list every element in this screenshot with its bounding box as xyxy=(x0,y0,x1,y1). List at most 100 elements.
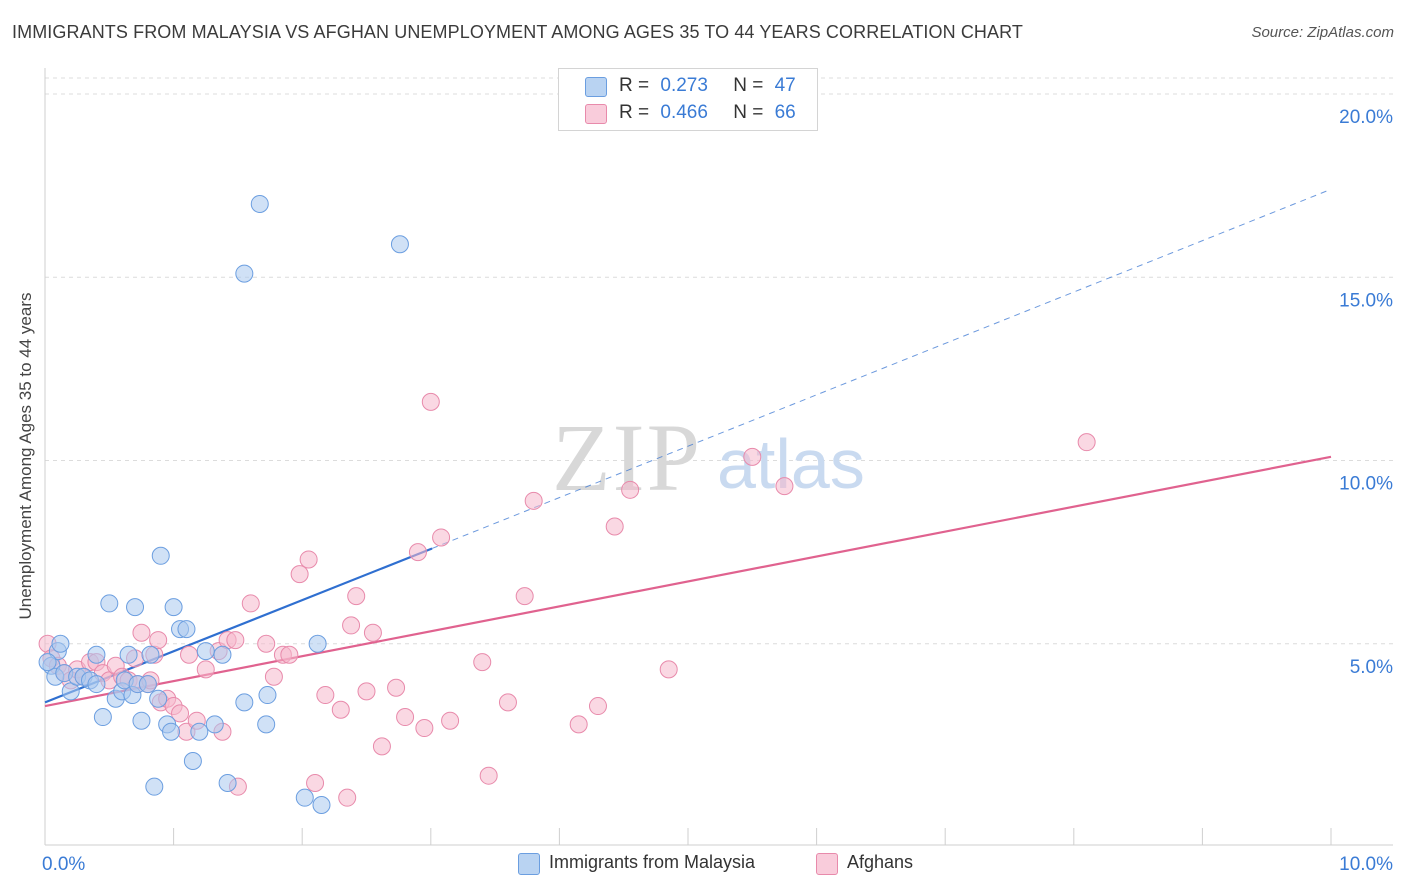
legend-swatch-malaysia xyxy=(585,77,607,97)
point-afghans xyxy=(743,447,762,466)
point-malaysia xyxy=(132,711,151,730)
point-malaysia xyxy=(218,774,237,793)
point-afghans xyxy=(421,392,440,411)
point-afghans xyxy=(331,700,350,719)
legend-n-value-afghans: 66 xyxy=(774,102,796,123)
point-malaysia xyxy=(196,642,215,661)
x-tick-label: 0.0% xyxy=(42,854,85,875)
point-malaysia xyxy=(93,708,112,727)
point-malaysia xyxy=(205,715,224,734)
point-afghans xyxy=(396,708,415,727)
point-afghans xyxy=(290,565,309,584)
point-afghans xyxy=(338,788,357,807)
point-malaysia xyxy=(312,796,331,815)
point-afghans xyxy=(171,704,190,723)
legend-r-value-malaysia: 0.273 xyxy=(660,75,708,96)
legend-r-value-afghans: 0.466 xyxy=(660,102,708,123)
chart-title: IMMIGRANTS FROM MALAYSIA VS AFGHAN UNEMP… xyxy=(12,22,1023,42)
y-tick-label: 10.0% xyxy=(1339,474,1393,495)
point-afghans xyxy=(775,477,794,496)
point-malaysia xyxy=(190,722,209,741)
point-malaysia xyxy=(308,634,327,653)
legend-n-label: N = xyxy=(733,75,764,96)
point-malaysia xyxy=(250,194,269,213)
point-afghans xyxy=(132,623,151,642)
point-malaysia xyxy=(87,675,106,694)
axes xyxy=(44,68,1393,846)
point-afghans xyxy=(659,660,678,679)
point-malaysia xyxy=(390,235,409,254)
series-legend: Immigrants from Malaysia Afghans xyxy=(0,851,1406,877)
point-malaysia xyxy=(162,722,181,741)
point-afghans xyxy=(588,697,607,716)
point-afghans xyxy=(621,480,640,499)
point-afghans xyxy=(149,631,168,650)
watermark: ZIP atlas xyxy=(552,404,865,511)
point-afghans xyxy=(257,634,276,653)
y-tick-label: 5.0% xyxy=(1350,657,1393,678)
legend-r-label: R = xyxy=(619,102,650,123)
legend-n-value-malaysia: 47 xyxy=(774,75,796,96)
legend-swatch-malaysia xyxy=(518,853,540,875)
point-afghans xyxy=(280,645,299,664)
source-label: Source: ZipAtlas.com xyxy=(1251,24,1394,41)
point-afghans xyxy=(441,711,460,730)
data-points xyxy=(38,194,1096,815)
point-afghans xyxy=(605,517,624,536)
legend-label-malaysia: Immigrants from Malaysia xyxy=(549,852,756,872)
gridlines xyxy=(45,77,1393,645)
point-malaysia xyxy=(138,675,157,694)
point-afghans xyxy=(347,587,366,606)
legend-n-label: N = xyxy=(733,102,764,123)
point-malaysia xyxy=(87,645,106,664)
point-afghans xyxy=(357,682,376,701)
point-afghans xyxy=(372,737,391,756)
legend-r-label: R = xyxy=(619,75,650,96)
x-tick-label: 10.0% xyxy=(1339,854,1393,875)
legend-swatch-afghans xyxy=(816,853,838,875)
point-afghans xyxy=(498,693,517,712)
point-malaysia xyxy=(177,620,196,639)
point-afghans xyxy=(180,645,199,664)
point-malaysia xyxy=(126,598,145,617)
point-malaysia xyxy=(258,686,277,705)
point-afghans xyxy=(408,543,427,562)
point-afghans xyxy=(264,667,283,686)
point-malaysia xyxy=(119,645,138,664)
point-malaysia xyxy=(151,546,170,565)
point-malaysia xyxy=(51,634,70,653)
point-malaysia xyxy=(100,594,119,613)
point-afghans xyxy=(387,678,406,697)
legend-swatch-afghans xyxy=(585,104,607,124)
point-afghans xyxy=(241,594,260,613)
point-afghans xyxy=(306,774,325,793)
point-afghans xyxy=(316,686,335,705)
point-afghans xyxy=(479,766,498,785)
point-malaysia xyxy=(257,715,276,734)
point-malaysia xyxy=(149,689,168,708)
point-malaysia xyxy=(213,645,232,664)
point-malaysia xyxy=(295,788,314,807)
point-afghans xyxy=(569,715,588,734)
point-afghans xyxy=(363,623,382,642)
point-afghans xyxy=(473,653,492,672)
y-tick-label: 20.0% xyxy=(1339,107,1393,128)
point-afghans xyxy=(299,550,318,569)
point-malaysia xyxy=(38,653,57,672)
point-afghans xyxy=(415,719,434,738)
trend-line-afghans xyxy=(44,455,1332,708)
point-malaysia xyxy=(164,598,183,617)
point-afghans xyxy=(196,660,215,679)
point-malaysia xyxy=(235,693,254,712)
point-malaysia xyxy=(235,264,254,283)
point-afghans xyxy=(226,631,245,650)
tick-labels: 5.0% 10.0% 15.0% 20.0% 0.0% 10.0% xyxy=(42,107,1393,875)
point-afghans xyxy=(342,616,361,635)
point-malaysia xyxy=(183,752,202,771)
point-afghans xyxy=(524,491,543,510)
y-tick-label: 15.0% xyxy=(1339,290,1393,311)
point-malaysia xyxy=(145,777,164,796)
correlation-legend: R = 0.273 N = 47 R = 0.466 N = 66 xyxy=(558,68,818,131)
point-afghans xyxy=(432,528,451,547)
